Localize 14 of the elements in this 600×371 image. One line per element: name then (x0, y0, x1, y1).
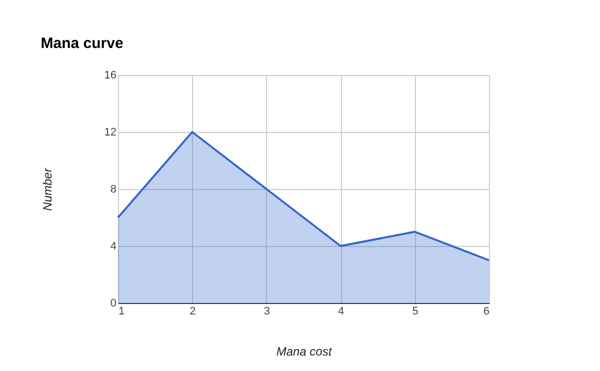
chart-title: Mana curve (40, 35, 124, 52)
y-tick-label: 12 (104, 126, 116, 138)
x-axis-title: Mana cost (276, 344, 332, 358)
y-axis-title: Number (40, 167, 54, 211)
x-tick-label: 4 (338, 306, 344, 318)
y-tick-label: 0 (110, 298, 116, 310)
x-tick-label: 5 (412, 306, 418, 318)
x-tick-label: 2 (190, 306, 196, 318)
x-tick-label: 6 (483, 306, 490, 318)
y-tick-label: 16 (104, 70, 116, 82)
y-tick-label: 4 (110, 240, 116, 252)
x-tick-label: 1 (118, 306, 125, 318)
x-tick-label: 3 (264, 306, 270, 318)
y-tick-label: 8 (110, 184, 116, 196)
